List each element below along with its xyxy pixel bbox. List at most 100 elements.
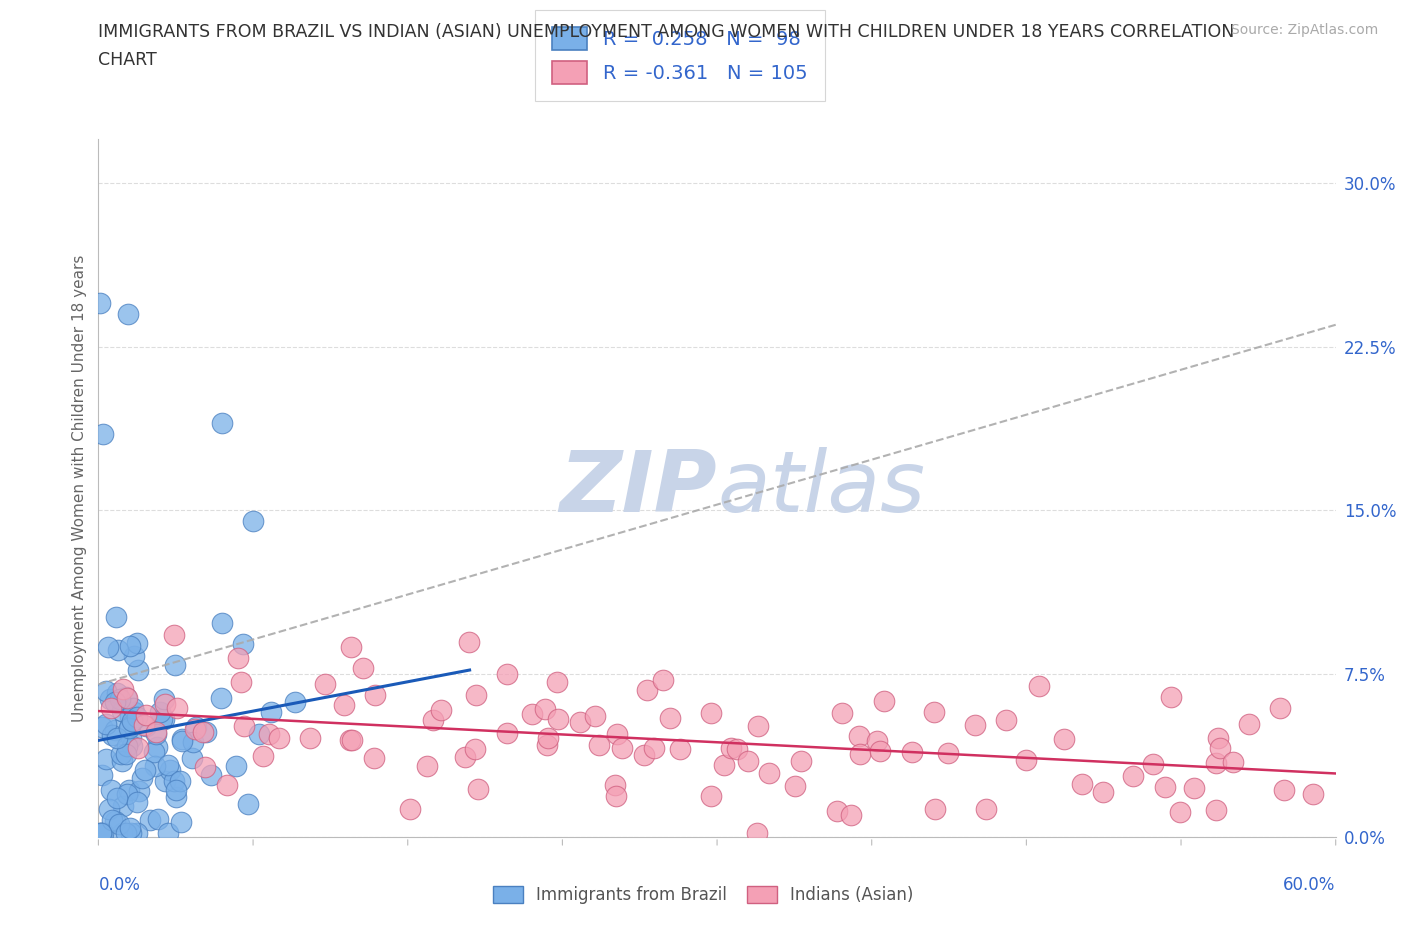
Point (866, 733, 889, 748)
Point (115, 825, 138, 840)
Point (104, 813, 127, 828)
Point (416, 758, 439, 773)
Point (91, 720, 114, 735)
Point (90, 825, 112, 840)
Point (125, 710, 148, 724)
Point (107, 643, 129, 658)
Point (1237, 716, 1260, 731)
Point (91, 767, 114, 782)
Point (101, 727, 124, 742)
Point (1222, 755, 1244, 770)
Point (1015, 752, 1038, 767)
Point (1208, 740, 1230, 755)
Point (352, 661, 374, 676)
Point (534, 702, 557, 717)
Point (163, 628, 186, 643)
Point (658, 711, 681, 725)
Point (93, 825, 115, 840)
Point (121, 738, 143, 753)
Point (232, 718, 254, 733)
Point (1154, 780, 1177, 795)
Point (131, 771, 153, 786)
Point (107, 685, 129, 700)
Text: CHART: CHART (98, 51, 157, 69)
Point (848, 729, 870, 744)
Point (145, 725, 167, 740)
Point (146, 739, 169, 754)
Point (121, 713, 143, 728)
Point (399, 802, 422, 817)
Point (713, 757, 735, 772)
Point (547, 711, 569, 726)
Point (924, 802, 946, 817)
Point (128, 784, 150, 799)
Point (153, 774, 176, 789)
Point (363, 751, 385, 765)
Point (825, 804, 848, 818)
Point (107, 817, 129, 832)
Point (90, 825, 112, 840)
Point (232, 637, 254, 652)
Point (165, 783, 187, 798)
Point (1268, 700, 1291, 715)
Point (91, 426, 114, 441)
Point (1091, 785, 1114, 800)
Point (583, 709, 606, 724)
Point (110, 747, 132, 762)
Point (100, 782, 122, 797)
Point (454, 750, 477, 764)
Point (118, 710, 141, 724)
Point (467, 781, 489, 796)
Point (226, 651, 249, 666)
Point (115, 787, 138, 802)
Point (94, 717, 117, 732)
Point (994, 713, 1017, 728)
Point (157, 825, 180, 840)
Point (242, 513, 264, 528)
Point (699, 789, 721, 804)
Text: Source: ZipAtlas.com: Source: ZipAtlas.com (1230, 23, 1378, 37)
Point (1028, 679, 1050, 694)
Point (831, 705, 853, 720)
Point (115, 738, 138, 753)
Point (94, 684, 117, 698)
Point (1142, 757, 1164, 772)
Point (122, 705, 145, 720)
Point (430, 702, 453, 717)
Point (758, 765, 780, 780)
Point (333, 698, 356, 712)
Point (605, 789, 627, 804)
Text: ZIP: ZIP (560, 446, 717, 530)
Point (194, 760, 217, 775)
Point (363, 687, 385, 702)
Point (1122, 768, 1144, 783)
Point (299, 730, 322, 745)
Text: 0.0%: 0.0% (98, 876, 141, 895)
Point (605, 777, 627, 792)
Text: atlas: atlas (717, 446, 925, 530)
Point (194, 724, 217, 739)
Point (117, 307, 139, 322)
Point (94, 752, 117, 767)
Point (159, 763, 181, 777)
Point (839, 807, 862, 822)
Point (284, 695, 307, 710)
Point (166, 790, 188, 804)
Point (142, 745, 165, 760)
Point (737, 753, 759, 768)
Point (211, 416, 233, 431)
Point (125, 635, 148, 650)
Point (107, 790, 129, 805)
Point (873, 694, 896, 709)
Point (458, 634, 481, 649)
Point (1160, 689, 1182, 704)
Point (747, 719, 769, 734)
Point (183, 735, 205, 750)
Point (260, 704, 283, 719)
Point (257, 726, 280, 741)
Point (720, 740, 742, 755)
Point (976, 802, 998, 817)
Point (89, 296, 111, 311)
Point (100, 700, 122, 715)
Point (111, 825, 134, 840)
